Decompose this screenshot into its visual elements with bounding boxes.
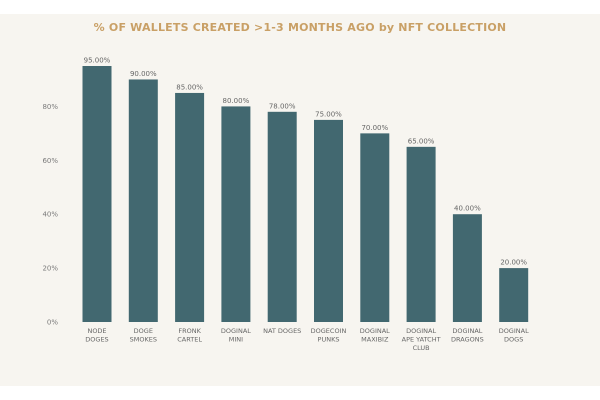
x-tick-label: DOGES bbox=[85, 336, 108, 344]
x-tick-label: DOGINAL bbox=[452, 327, 482, 335]
y-tick-label: 60% bbox=[42, 157, 58, 165]
bar bbox=[452, 214, 482, 322]
data-label: 85.00% bbox=[176, 83, 203, 91]
x-tick-label: DOGINAL bbox=[499, 327, 529, 335]
bar bbox=[175, 92, 205, 323]
x-tick-label: MINI bbox=[229, 336, 243, 344]
x-tick-label: DOGINAL bbox=[221, 327, 251, 335]
data-label: 78.00% bbox=[269, 102, 296, 110]
data-label: 20.00% bbox=[500, 259, 527, 267]
bar bbox=[499, 268, 529, 322]
y-tick-label: 0% bbox=[47, 319, 58, 327]
bar bbox=[82, 66, 112, 322]
data-label: 65.00% bbox=[408, 137, 435, 145]
x-tick-label: DOGINAL bbox=[406, 327, 436, 335]
y-tick-label: 40% bbox=[42, 211, 58, 219]
bar bbox=[406, 146, 436, 322]
x-tick-label: DOGINAL bbox=[360, 327, 390, 335]
x-tick-label: NAT DOGES bbox=[263, 327, 301, 335]
x-tick-label: APE YATCHT bbox=[402, 336, 441, 344]
x-tick-label: NODE bbox=[87, 327, 106, 335]
x-tick-label: SMOKES bbox=[130, 336, 157, 344]
data-label: 80.00% bbox=[223, 97, 250, 105]
x-tick-label: DOGECOIN bbox=[311, 327, 347, 335]
x-tick-label: FRONK bbox=[178, 327, 201, 335]
data-label: 95.00% bbox=[84, 57, 111, 65]
x-tick-label: CARTEL bbox=[177, 336, 202, 344]
bar bbox=[128, 79, 158, 322]
y-tick-label: 80% bbox=[42, 103, 58, 111]
data-label: 40.00% bbox=[454, 205, 481, 213]
x-tick-label: DRAGONS bbox=[451, 336, 484, 344]
data-label: 75.00% bbox=[315, 110, 342, 118]
data-label: 70.00% bbox=[361, 124, 388, 132]
x-tick-label: DOGE bbox=[134, 327, 153, 335]
bar bbox=[221, 106, 251, 322]
x-tick-label: PUNKS bbox=[318, 336, 340, 344]
bar bbox=[360, 133, 390, 322]
x-tick-label: CLUB bbox=[413, 344, 430, 352]
bar bbox=[314, 119, 343, 322]
y-tick-label: 20% bbox=[42, 265, 58, 273]
chart-title: % OF WALLETS CREATED >1-3 MONTHS AGO by … bbox=[93, 21, 507, 34]
data-label: 90.00% bbox=[130, 70, 157, 78]
bar bbox=[267, 111, 297, 323]
x-tick-label: DOGS bbox=[504, 336, 523, 344]
x-tick-label: MAXIBIZ bbox=[361, 336, 389, 344]
